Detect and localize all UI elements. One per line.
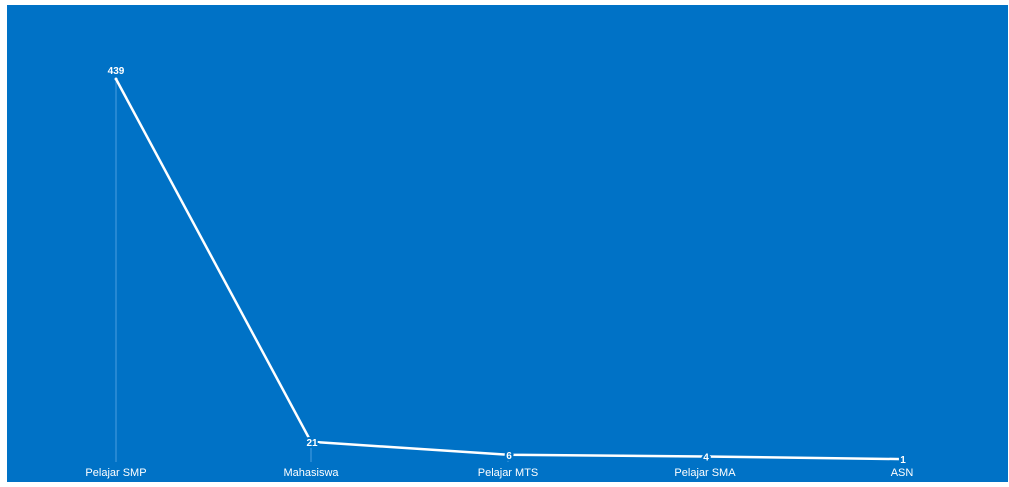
x-tick-label: Pelajar SMP <box>85 467 146 479</box>
data-point <box>506 453 510 457</box>
data-label: 439 <box>108 66 125 77</box>
x-tick-label: Mahasiswa <box>283 467 339 479</box>
data-points <box>114 77 904 461</box>
x-tick-label: Pelajar SMA <box>674 467 736 479</box>
data-point <box>703 455 707 459</box>
data-label: 6 <box>506 451 512 462</box>
data-point <box>900 457 904 461</box>
x-axis-tick-labels: Pelajar SMP Mahasiswa Pelajar MTS Pelajar S… <box>85 467 913 479</box>
data-label: 1 <box>900 455 906 466</box>
data-label: 21 <box>306 438 318 449</box>
data-point <box>309 440 313 444</box>
x-tick-label: ASN <box>891 467 914 479</box>
data-labels: 439 21 6 4 1 <box>106 64 909 468</box>
x-tick-label: Pelajar MTS <box>478 467 539 479</box>
data-label: 4 <box>703 453 709 464</box>
data-point <box>114 77 118 81</box>
chart-background <box>7 5 1008 482</box>
